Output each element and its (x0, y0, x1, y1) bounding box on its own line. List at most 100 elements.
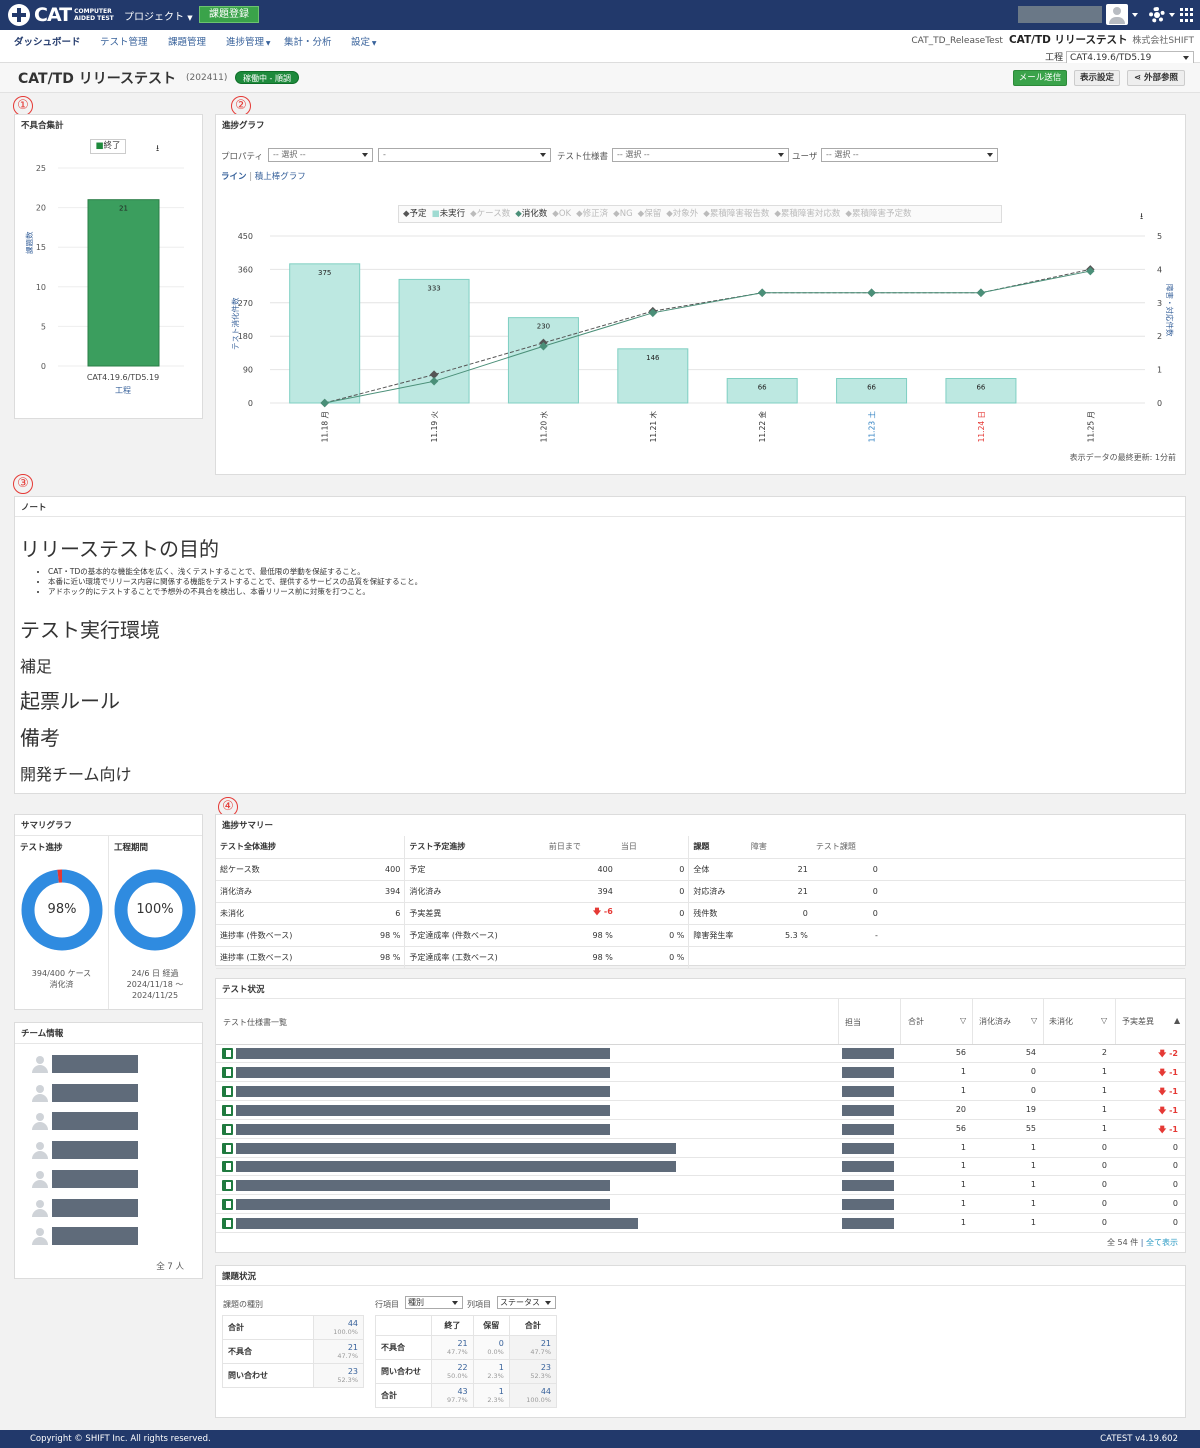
cross-row[interactable]: 合計 43 97.7% 1 2.3% 44 100.0% (375, 1383, 558, 1408)
issue-type-row[interactable]: 不具合 21 47.7% (222, 1339, 364, 1364)
project-menu[interactable]: プロジェクト ▼ (124, 12, 193, 23)
unexecuted-bar[interactable] (289, 263, 361, 404)
spec-name-redacted[interactable] (236, 1085, 610, 1097)
nav-issue-management[interactable]: 課題管理 (168, 37, 207, 48)
legend-mark-icon: ◆ (576, 209, 583, 219)
nav-dashboard[interactable]: ダッシュボード (14, 37, 81, 48)
col-overall-head: テスト全体進捗 (216, 836, 376, 859)
table-row[interactable]: 1 1 0 0 (216, 1214, 1185, 1234)
legend-item[interactable]: ◆NG (613, 209, 633, 219)
note-panel: ノート (14, 496, 1186, 794)
user-label: ユーザ (792, 152, 818, 162)
display-settings-button[interactable]: 表示設定 (1074, 70, 1120, 86)
legend-item[interactable]: ◆OK (552, 209, 572, 219)
spec-name-redacted[interactable] (236, 1199, 610, 1211)
unexecuted-bar[interactable] (836, 378, 908, 404)
member-name-redacted[interactable] (52, 1227, 138, 1246)
apps-grid-icon[interactable] (1180, 8, 1194, 22)
col-diff[interactable]: 予実差異 ▲ (1122, 1016, 1181, 1026)
gear-icon[interactable] (1149, 7, 1165, 23)
spec-name-redacted[interactable] (236, 1066, 610, 1078)
cat-logo[interactable]: CAT COMPUTER AIDED TEST (8, 4, 114, 26)
user-select[interactable]: -- 選択 -- (821, 148, 998, 162)
spec-name-redacted[interactable] (236, 1104, 610, 1116)
nav-test-management[interactable]: テスト管理 (100, 37, 148, 48)
spec-name-redacted[interactable] (236, 1180, 610, 1192)
member-name-redacted[interactable] (52, 1112, 138, 1131)
legend-item[interactable]: ◆累積障害報告数 (703, 209, 770, 219)
line-graph-link[interactable]: ライン (221, 172, 247, 182)
user-name-redacted[interactable] (1018, 6, 1102, 23)
table-row[interactable]: 1 0 1 🡇 -1 (216, 1082, 1185, 1101)
spec-name-redacted[interactable] (236, 1048, 610, 1059)
unexecuted-bar[interactable] (726, 378, 798, 404)
table-row[interactable]: 1 1 0 0 (216, 1195, 1185, 1215)
spec-select[interactable]: -- 選択 -- (612, 148, 789, 162)
spec-name-redacted[interactable] (236, 1142, 676, 1154)
consumed-point[interactable] (320, 398, 329, 408)
table-row[interactable]: 20 19 1 🡇 -1 (216, 1101, 1185, 1120)
legend-item[interactable]: ◆ケース数 (470, 209, 511, 219)
plan-point[interactable] (429, 370, 439, 379)
col-undone[interactable]: 未消化 ▽ (1049, 1016, 1108, 1026)
consumed-point[interactable] (648, 308, 658, 318)
register-issue-button[interactable]: 課題登録 (199, 6, 259, 23)
consumed-point[interactable] (429, 377, 439, 386)
cross-row[interactable]: 問い合わせ 22 50.0% 1 2.3% 23 52.3% (375, 1359, 558, 1384)
consumed-point[interactable] (1086, 266, 1095, 276)
download-icon[interactable]: ⭳ (1140, 212, 1144, 222)
table-row[interactable]: 56 55 1 🡇 -1 (216, 1120, 1185, 1139)
unexecuted-bar[interactable] (945, 378, 1017, 404)
consumed-point[interactable] (539, 341, 548, 351)
table-row[interactable]: 1 1 0 0 (216, 1139, 1185, 1158)
legend-item[interactable]: ◆予定 (403, 209, 427, 219)
defect-bar[interactable] (87, 199, 160, 367)
legend-item[interactable]: ◆保留 (637, 209, 662, 219)
member-name-redacted[interactable] (52, 1083, 138, 1102)
chevron-down-icon[interactable] (1132, 13, 1138, 17)
nav-settings[interactable]: 設定 ▼ (351, 37, 377, 48)
chevron-down-icon[interactable] (1169, 13, 1175, 17)
member-name-redacted[interactable] (52, 1169, 138, 1188)
cross-row[interactable]: 不具合 21 47.7% 0 0.0% 21 47.7% (375, 1335, 558, 1360)
spec-name-redacted[interactable] (236, 1123, 610, 1135)
issue-type-row[interactable]: 問い合わせ 23 52.3% (222, 1363, 364, 1388)
mail-send-button[interactable]: メール送信 (1013, 70, 1067, 86)
legend-item[interactable]: ◆消化数 (515, 209, 548, 219)
spec-name-redacted[interactable] (236, 1161, 676, 1173)
table-row[interactable]: 56 54 2 🡇 -2 (216, 1044, 1185, 1063)
consumed-point[interactable] (867, 288, 876, 298)
member-name-redacted[interactable] (52, 1055, 138, 1073)
legend-item[interactable]: ◆累積障害予定数 (845, 209, 912, 219)
external-reference-button[interactable]: ⋖ 外部参照 (1127, 70, 1185, 86)
member-name-redacted[interactable] (52, 1141, 138, 1160)
col-total[interactable]: 合計 ▽ (908, 1016, 967, 1026)
table-row[interactable]: 1 1 0 0 (216, 1176, 1185, 1196)
show-all-link[interactable]: 全て表示 (1146, 1238, 1178, 1247)
bar-value-label: 66 (976, 384, 985, 392)
legend-item[interactable]: ■未実行 (431, 209, 466, 219)
issue-type-row[interactable]: 合計 44 100.0% (222, 1315, 364, 1340)
nav-progress-management[interactable]: 進捗管理 ▼ (226, 37, 271, 48)
col-done[interactable]: 消化済み ▽ (979, 1016, 1038, 1026)
download-icon[interactable]: ⭳ (156, 144, 160, 154)
legend-item[interactable]: ◆対象外 (666, 209, 699, 219)
legend-item[interactable]: ◆修正済 (576, 209, 609, 219)
property-value-select[interactable]: - (378, 148, 551, 162)
unexecuted-bar[interactable] (617, 348, 689, 404)
property-select[interactable]: -- 選択 -- (268, 148, 373, 162)
defect-legend[interactable]: ■終了 (90, 139, 126, 154)
table-row[interactable]: 1 1 0 0 (216, 1157, 1185, 1177)
col-item-select[interactable]: ステータス (497, 1296, 556, 1309)
nav-analysis[interactable]: 集計・分析 (284, 37, 332, 48)
member-name-redacted[interactable] (52, 1198, 138, 1217)
legend-item[interactable]: ◆累積障害対応数 (774, 209, 841, 219)
consumed-point[interactable] (757, 288, 767, 298)
spec-name-redacted[interactable] (236, 1218, 638, 1230)
avatar-icon[interactable] (1106, 4, 1128, 25)
consumed-point[interactable] (976, 288, 986, 298)
row-item-select[interactable]: 種別 (405, 1296, 463, 1309)
stacked-bar-link[interactable]: 積上棒グラフ (254, 172, 306, 182)
unexecuted-bar[interactable] (507, 317, 579, 404)
table-row[interactable]: 1 0 1 🡇 -1 (216, 1063, 1185, 1082)
